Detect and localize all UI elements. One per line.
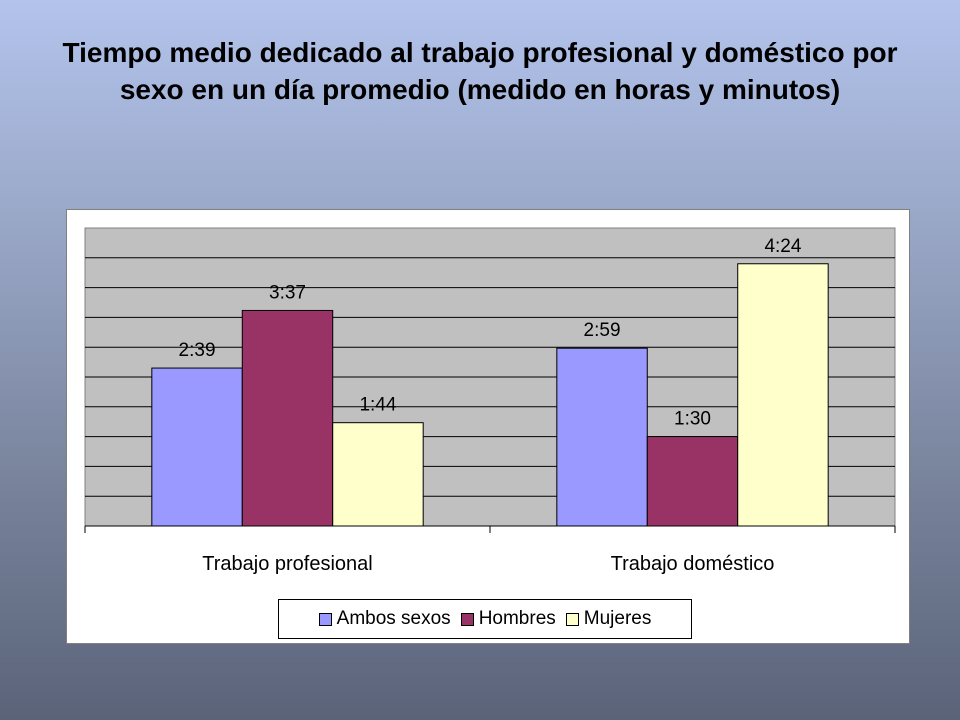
chart-legend: Ambos sexos Hombres Mujeres [278,599,692,639]
chart-area: 2:39 3:37 1:44 Trabajo profesional 2:59 1:30 4… [66,209,910,644]
slide-title: Tiempo medio dedicado al trabajo profesi… [62,37,898,105]
legend-item: Ambos sexos [318,608,451,630]
bar [151,367,243,527]
legend-swatch [565,612,579,626]
legend-swatch [318,612,332,626]
data-label: 4:24 [764,236,801,257]
data-label: 3:37 [269,282,306,303]
bar [646,436,739,527]
bar-chart: 2:39 3:37 1:44 Trabajo profesional 2:59 1:30 4… [84,227,896,575]
data-label: 1:44 [359,395,396,416]
bar [737,263,829,527]
bar [241,309,334,527]
bar [556,347,648,527]
data-label: 2:59 [584,320,621,341]
legend-label: Mujeres [583,608,652,629]
legend-label: Hombres [478,608,556,629]
legend-item: Mujeres [565,608,652,630]
legend-swatch [460,612,474,626]
data-label: 1:30 [674,409,711,430]
legend-label: Ambos sexos [336,608,451,629]
legend-item: Hombres [460,608,556,630]
category-label: Trabajo doméstico [611,553,775,575]
data-label: 2:39 [179,340,216,361]
bar [332,422,424,527]
category-label: Trabajo profesional [202,553,372,575]
